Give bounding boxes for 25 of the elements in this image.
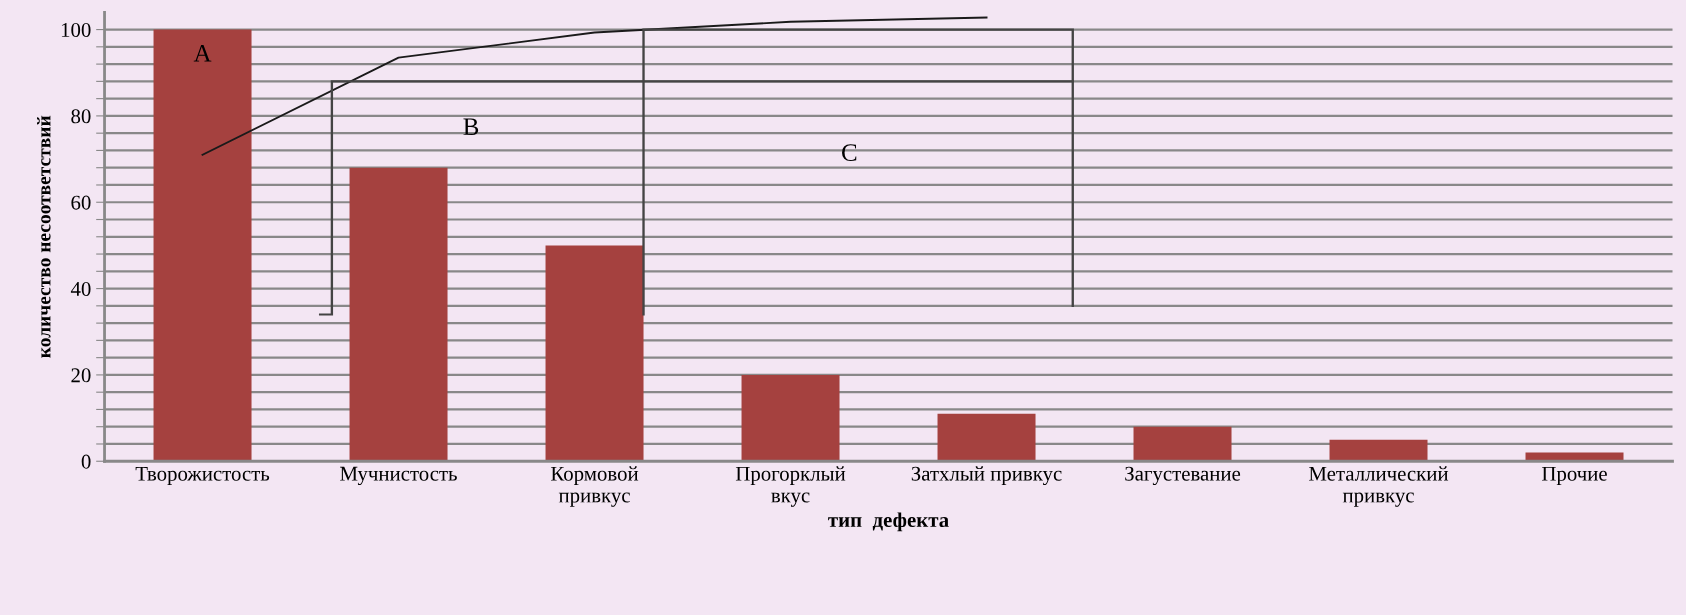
bar: [545, 245, 644, 462]
y-tick-label: 40: [70, 281, 91, 297]
y-axis-title: количество несоответствий: [37, 115, 51, 358]
bar: [937, 413, 1036, 462]
y-tick-label: 60: [71, 195, 91, 210]
y-tick-label: 20: [71, 368, 91, 383]
bar: [741, 374, 840, 462]
bar: [1329, 439, 1428, 462]
bar: [1133, 426, 1232, 462]
annotation: B: [463, 118, 479, 135]
annotation: A: [193, 44, 212, 62]
y-tick-label: 100: [61, 22, 91, 37]
x-tick-label: Творожистость: [135, 466, 270, 485]
annotation: C: [842, 144, 857, 162]
y-tick-label: 0: [81, 454, 91, 469]
x-tick-label: Загустевание: [1125, 466, 1241, 485]
x-axis-title: тип дефекта: [828, 512, 949, 532]
y-tick-label: 80: [71, 109, 91, 124]
x-tick-label: Прочие: [1542, 466, 1607, 485]
x-tick-label: Затхлый привкус: [911, 466, 1062, 485]
x-tick-label: Металлический привкус: [1309, 466, 1449, 507]
x-tick-label: Кормовой привкус: [551, 466, 639, 507]
bar: [349, 167, 448, 462]
bar: [153, 29, 252, 462]
x-tick-label: Мучнистость: [340, 466, 457, 485]
